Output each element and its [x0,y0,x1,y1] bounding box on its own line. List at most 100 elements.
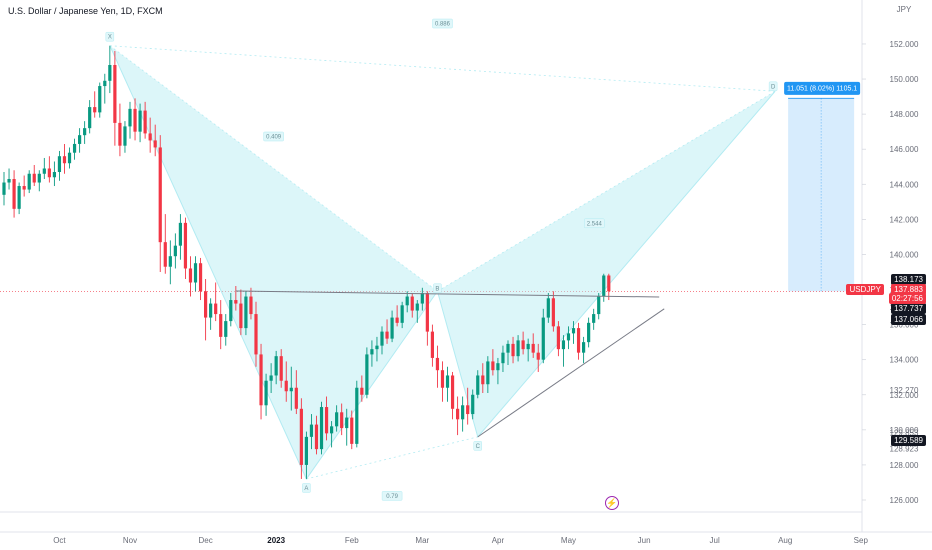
candle-body [304,436,308,465]
candle-body [324,407,329,434]
time-tick-label: Mar [415,536,429,545]
candle-body [561,340,566,350]
candle-body [526,343,530,350]
point-x-label: X [105,31,115,42]
candle-body [607,275,611,292]
candle-body [173,245,177,257]
price-tick-label: 128.000 [890,461,919,470]
price-tick-label: 130.000 [890,426,919,435]
time-tick-label: Jun [638,536,651,545]
candle-body [415,303,419,311]
candle-body [390,317,394,339]
pattern-ratio-line [306,436,478,480]
price-tick-label: 146.000 [890,145,919,154]
candle-body [98,86,102,113]
lightning-icon[interactable]: ⚡ [605,496,619,510]
candle-body [274,356,278,376]
candle-body [62,156,67,164]
point-a-label: A [302,483,311,493]
candle-body [445,375,450,388]
candle-body [113,65,117,123]
time-tick-label: Oct [53,536,66,545]
extra-price-label: 128.923 [890,445,919,454]
candle-body [67,152,72,164]
candle-body [350,417,354,444]
time-axis: Oct Nov Dec 2023 Feb Mar Apr May Jun Jul Aug Sep [53,536,868,545]
candle-body [506,343,510,353]
neckline[interactable] [235,290,660,298]
candle-body [22,186,26,190]
candle-body [148,133,152,141]
ratio-xb-text: 0.409 [266,134,282,140]
time-tick-label: Jul [710,536,720,545]
candles [2,45,611,479]
candle-body [335,412,339,427]
price-tick-label: 152.000 [890,40,919,49]
candle-body [461,405,465,420]
candle-body [7,179,11,183]
candle-body [410,296,414,311]
countdown-tag: 02:27:56 [888,293,926,304]
candle-body [299,408,303,465]
time-tick-label: Dec [198,536,212,545]
candle-body [592,314,596,323]
ratio-bd-label: 2.544 [584,218,605,229]
candle-body [531,343,535,353]
ratio-bd-text: 2.544 [587,221,603,227]
candle-body [491,361,495,371]
candle-body [118,122,122,146]
candle-body [476,375,480,395]
candle-body [345,417,349,429]
candle-body [536,352,540,360]
candle-body [294,387,298,409]
candle-body [440,370,445,388]
candle-body [128,108,132,127]
extra-price-label: 129.853 [890,428,919,437]
ratio-xb-label: 0.409 [263,131,284,142]
candle-body [234,300,238,304]
pattern-point-labels: X A B C D [105,31,778,493]
candle-body [27,173,31,190]
price-tick-label: 140.000 [890,250,919,259]
candle-body [219,314,223,337]
candle-body [78,135,82,144]
candle-body [385,331,389,339]
candle-body [516,340,520,357]
candle-body [93,107,97,113]
candle-body [108,65,112,81]
candle-body [52,172,56,178]
candle-body [269,375,273,381]
candle-body [370,349,374,355]
symbol-tag: USDJPY [846,284,884,295]
point-d-text: D [771,84,776,90]
candle-body [511,343,515,357]
candle-body [279,356,283,381]
candle-body [42,168,46,174]
price-tick-label: 148.000 [890,110,919,119]
candle-body [143,110,147,134]
extra-price-label: 132.270 [890,386,919,395]
candle-body [551,298,555,327]
candle-body [178,222,182,246]
time-tick-label: May [561,536,576,545]
candle-body [486,361,490,385]
target-measure-label: 11.051 (8.02%) 1105.1 [784,81,861,95]
candle-body [425,293,429,332]
candle-body [239,303,243,329]
candle-body [597,296,601,315]
candle-body [602,275,606,297]
candle-body [153,140,157,148]
currency-label: JPY [897,5,912,14]
point-b-text: B [435,286,439,292]
candle-body [214,303,218,315]
candle-body [435,357,440,371]
ratio-xd-label: 0.886 [432,18,453,29]
price-tag: 137.883 [891,284,926,295]
ratio-ac-label: 0.79 [381,491,403,501]
candle-body [375,345,379,350]
candle-body [496,363,500,371]
support-trendline[interactable] [477,308,665,438]
candle-body [556,326,560,350]
